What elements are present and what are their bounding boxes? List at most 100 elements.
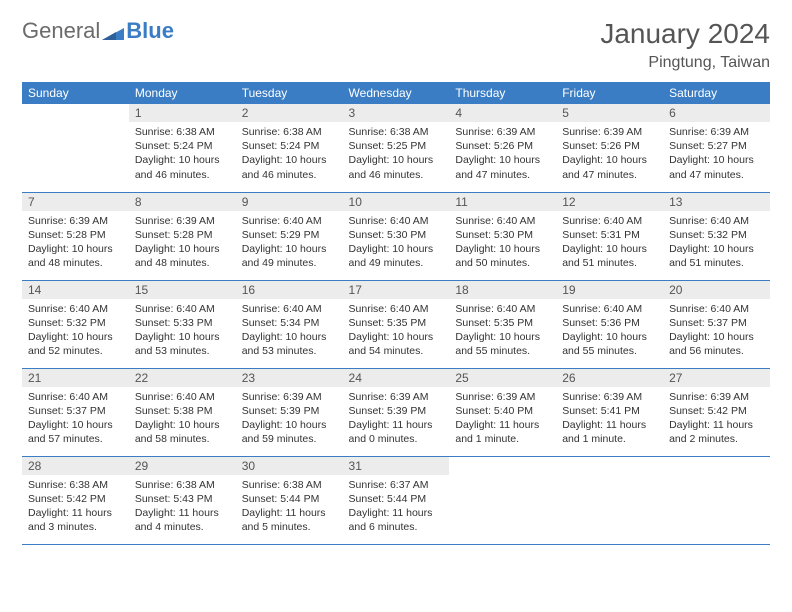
day-number: 28 — [22, 457, 129, 475]
day-data: Sunrise: 6:39 AMSunset: 5:42 PMDaylight:… — [663, 387, 770, 453]
day-number: 10 — [343, 193, 450, 211]
day-number: 22 — [129, 369, 236, 387]
day-number: 20 — [663, 281, 770, 299]
weekday-header: Sunday — [22, 82, 129, 104]
day-data: Sunrise: 6:40 AMSunset: 5:38 PMDaylight:… — [129, 387, 236, 453]
day-number: 17 — [343, 281, 450, 299]
day-data: Sunrise: 6:40 AMSunset: 5:30 PMDaylight:… — [449, 211, 556, 277]
day-data: Sunrise: 6:38 AMSunset: 5:24 PMDaylight:… — [129, 122, 236, 188]
calendar-cell: 7Sunrise: 6:39 AMSunset: 5:28 PMDaylight… — [22, 192, 129, 280]
day-number: 23 — [236, 369, 343, 387]
day-data: Sunrise: 6:40 AMSunset: 5:35 PMDaylight:… — [449, 299, 556, 365]
day-data: Sunrise: 6:39 AMSunset: 5:28 PMDaylight:… — [129, 211, 236, 277]
calendar-cell-empty — [556, 456, 663, 544]
logo: General Blue — [22, 18, 174, 44]
day-number: 31 — [343, 457, 450, 475]
day-data: Sunrise: 6:38 AMSunset: 5:44 PMDaylight:… — [236, 475, 343, 541]
calendar-cell: 5Sunrise: 6:39 AMSunset: 5:26 PMDaylight… — [556, 104, 663, 192]
calendar-cell-empty — [22, 104, 129, 192]
calendar-cell: 14Sunrise: 6:40 AMSunset: 5:32 PMDayligh… — [22, 280, 129, 368]
calendar-cell: 21Sunrise: 6:40 AMSunset: 5:37 PMDayligh… — [22, 368, 129, 456]
calendar-cell: 31Sunrise: 6:37 AMSunset: 5:44 PMDayligh… — [343, 456, 450, 544]
calendar-cell: 17Sunrise: 6:40 AMSunset: 5:35 PMDayligh… — [343, 280, 450, 368]
day-data: Sunrise: 6:39 AMSunset: 5:26 PMDaylight:… — [449, 122, 556, 188]
weekday-header: Tuesday — [236, 82, 343, 104]
calendar-cell: 2Sunrise: 6:38 AMSunset: 5:24 PMDaylight… — [236, 104, 343, 192]
calendar-table: Sunday Monday Tuesday Wednesday Thursday… — [22, 82, 770, 545]
day-data: Sunrise: 6:40 AMSunset: 5:37 PMDaylight:… — [663, 299, 770, 365]
calendar-cell: 23Sunrise: 6:39 AMSunset: 5:39 PMDayligh… — [236, 368, 343, 456]
day-data: Sunrise: 6:40 AMSunset: 5:35 PMDaylight:… — [343, 299, 450, 365]
calendar-cell: 29Sunrise: 6:38 AMSunset: 5:43 PMDayligh… — [129, 456, 236, 544]
day-number: 29 — [129, 457, 236, 475]
day-number: 12 — [556, 193, 663, 211]
calendar-row: 21Sunrise: 6:40 AMSunset: 5:37 PMDayligh… — [22, 368, 770, 456]
day-number: 14 — [22, 281, 129, 299]
logo-part2: Blue — [126, 18, 174, 44]
day-data: Sunrise: 6:40 AMSunset: 5:36 PMDaylight:… — [556, 299, 663, 365]
weekday-header: Saturday — [663, 82, 770, 104]
calendar-cell: 15Sunrise: 6:40 AMSunset: 5:33 PMDayligh… — [129, 280, 236, 368]
calendar-cell-empty — [663, 456, 770, 544]
calendar-cell: 1Sunrise: 6:38 AMSunset: 5:24 PMDaylight… — [129, 104, 236, 192]
calendar-row: 14Sunrise: 6:40 AMSunset: 5:32 PMDayligh… — [22, 280, 770, 368]
day-data: Sunrise: 6:38 AMSunset: 5:43 PMDaylight:… — [129, 475, 236, 541]
day-data: Sunrise: 6:40 AMSunset: 5:32 PMDaylight:… — [663, 211, 770, 277]
calendar-cell: 12Sunrise: 6:40 AMSunset: 5:31 PMDayligh… — [556, 192, 663, 280]
calendar-cell: 25Sunrise: 6:39 AMSunset: 5:40 PMDayligh… — [449, 368, 556, 456]
day-number: 8 — [129, 193, 236, 211]
day-number: 30 — [236, 457, 343, 475]
day-data: Sunrise: 6:40 AMSunset: 5:37 PMDaylight:… — [22, 387, 129, 453]
day-data: Sunrise: 6:40 AMSunset: 5:33 PMDaylight:… — [129, 299, 236, 365]
weekday-header-row: Sunday Monday Tuesday Wednesday Thursday… — [22, 82, 770, 104]
day-data: Sunrise: 6:40 AMSunset: 5:34 PMDaylight:… — [236, 299, 343, 365]
calendar-row: 28Sunrise: 6:38 AMSunset: 5:42 PMDayligh… — [22, 456, 770, 544]
day-data: Sunrise: 6:39 AMSunset: 5:39 PMDaylight:… — [343, 387, 450, 453]
day-number: 1 — [129, 104, 236, 122]
calendar-cell: 20Sunrise: 6:40 AMSunset: 5:37 PMDayligh… — [663, 280, 770, 368]
calendar-cell: 28Sunrise: 6:38 AMSunset: 5:42 PMDayligh… — [22, 456, 129, 544]
day-data: Sunrise: 6:39 AMSunset: 5:41 PMDaylight:… — [556, 387, 663, 453]
calendar-cell: 11Sunrise: 6:40 AMSunset: 5:30 PMDayligh… — [449, 192, 556, 280]
calendar-cell: 24Sunrise: 6:39 AMSunset: 5:39 PMDayligh… — [343, 368, 450, 456]
day-data: Sunrise: 6:38 AMSunset: 5:24 PMDaylight:… — [236, 122, 343, 188]
day-number: 27 — [663, 369, 770, 387]
day-data: Sunrise: 6:39 AMSunset: 5:40 PMDaylight:… — [449, 387, 556, 453]
day-number: 9 — [236, 193, 343, 211]
day-number: 6 — [663, 104, 770, 122]
calendar-cell: 4Sunrise: 6:39 AMSunset: 5:26 PMDaylight… — [449, 104, 556, 192]
calendar-body: 1Sunrise: 6:38 AMSunset: 5:24 PMDaylight… — [22, 104, 770, 544]
weekday-header: Monday — [129, 82, 236, 104]
day-number: 26 — [556, 369, 663, 387]
day-data: Sunrise: 6:39 AMSunset: 5:39 PMDaylight:… — [236, 387, 343, 453]
day-number: 2 — [236, 104, 343, 122]
calendar-row: 7Sunrise: 6:39 AMSunset: 5:28 PMDaylight… — [22, 192, 770, 280]
logo-triangle-icon — [102, 22, 124, 40]
calendar-cell: 18Sunrise: 6:40 AMSunset: 5:35 PMDayligh… — [449, 280, 556, 368]
day-data: Sunrise: 6:40 AMSunset: 5:29 PMDaylight:… — [236, 211, 343, 277]
day-number: 15 — [129, 281, 236, 299]
logo-part1: General — [22, 18, 100, 44]
day-data: Sunrise: 6:38 AMSunset: 5:42 PMDaylight:… — [22, 475, 129, 541]
calendar-cell: 22Sunrise: 6:40 AMSunset: 5:38 PMDayligh… — [129, 368, 236, 456]
calendar-cell: 16Sunrise: 6:40 AMSunset: 5:34 PMDayligh… — [236, 280, 343, 368]
day-data: Sunrise: 6:39 AMSunset: 5:27 PMDaylight:… — [663, 122, 770, 188]
calendar-cell: 6Sunrise: 6:39 AMSunset: 5:27 PMDaylight… — [663, 104, 770, 192]
title-block: January 2024 Pingtung, Taiwan — [600, 18, 770, 72]
location: Pingtung, Taiwan — [600, 54, 770, 72]
day-data: Sunrise: 6:37 AMSunset: 5:44 PMDaylight:… — [343, 475, 450, 541]
calendar-cell: 13Sunrise: 6:40 AMSunset: 5:32 PMDayligh… — [663, 192, 770, 280]
day-number: 25 — [449, 369, 556, 387]
day-number: 11 — [449, 193, 556, 211]
day-number: 4 — [449, 104, 556, 122]
day-data: Sunrise: 6:40 AMSunset: 5:30 PMDaylight:… — [343, 211, 450, 277]
calendar-cell: 8Sunrise: 6:39 AMSunset: 5:28 PMDaylight… — [129, 192, 236, 280]
day-number: 13 — [663, 193, 770, 211]
day-data: Sunrise: 6:39 AMSunset: 5:26 PMDaylight:… — [556, 122, 663, 188]
day-number: 16 — [236, 281, 343, 299]
weekday-header: Friday — [556, 82, 663, 104]
calendar-cell: 10Sunrise: 6:40 AMSunset: 5:30 PMDayligh… — [343, 192, 450, 280]
day-data: Sunrise: 6:38 AMSunset: 5:25 PMDaylight:… — [343, 122, 450, 188]
day-number: 21 — [22, 369, 129, 387]
calendar-cell: 19Sunrise: 6:40 AMSunset: 5:36 PMDayligh… — [556, 280, 663, 368]
